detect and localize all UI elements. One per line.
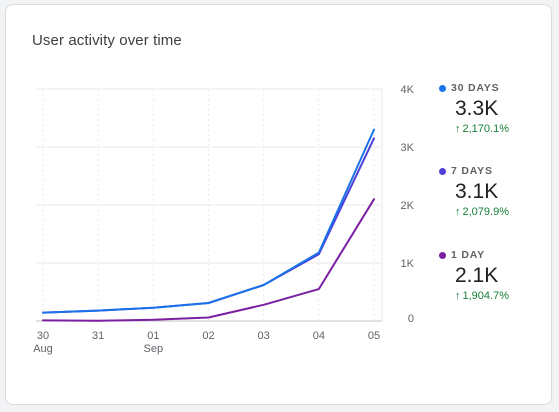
legend-value: 3.3K <box>455 97 499 120</box>
series-line-1-day <box>42 198 375 322</box>
x-tick-label: 03 <box>258 330 270 342</box>
card-title: User activity over time <box>32 32 182 49</box>
x-tick-label: 02 <box>202 330 214 342</box>
legend-label: 1 DAY <box>451 249 485 261</box>
arrow-up-icon: ↑ <box>455 290 461 302</box>
legend-value: 2.1K <box>455 264 499 287</box>
x-tick-label: 30 <box>37 330 49 342</box>
legend-change: 2,170.1% <box>462 123 509 135</box>
x-tick-label: 31 <box>92 330 104 342</box>
x-tick-label: 05 <box>368 330 380 342</box>
legend-value: 3.1K <box>455 180 499 203</box>
y-tick-label: 3K <box>401 142 415 154</box>
x-tick-sublabel: Sep <box>144 343 164 355</box>
y-tick-label: 2K <box>401 200 415 212</box>
legend-item-30-days[interactable]: 30 DAYS 3.3K ↑ 2,170.1% <box>438 82 553 135</box>
legend-dot <box>439 251 446 259</box>
x-tick-sublabel: Aug <box>33 343 53 355</box>
y-tick-label: 4K <box>401 84 415 96</box>
x-tick-label: 01 <box>147 330 159 342</box>
legend-dot <box>439 167 446 175</box>
arrow-up-icon: ↑ <box>455 123 461 135</box>
legend-label: 30 DAYS <box>451 82 500 94</box>
series-line-30-days <box>42 128 375 314</box>
legend-change: 2,079.9% <box>462 206 509 218</box>
x-tick-label: 04 <box>313 330 325 342</box>
legend-item-1-day[interactable]: 1 DAY 2.1K ↑ 1,904.7% <box>438 249 553 302</box>
user-activity-card: User activity over time 0 1K 2K 3K 4K 30 Aug 31… <box>5 4 552 405</box>
legend-change: 1,904.7% <box>462 290 509 302</box>
y-tick-label: 1K <box>401 258 415 270</box>
y-tick-label: 0 <box>408 313 414 325</box>
legend-label: 7 DAYS <box>451 165 493 177</box>
arrow-up-icon: ↑ <box>455 206 461 218</box>
legend-item-7-days[interactable]: 7 DAYS 3.1K ↑ 2,079.9% <box>438 165 553 218</box>
legend-dot <box>439 84 446 92</box>
